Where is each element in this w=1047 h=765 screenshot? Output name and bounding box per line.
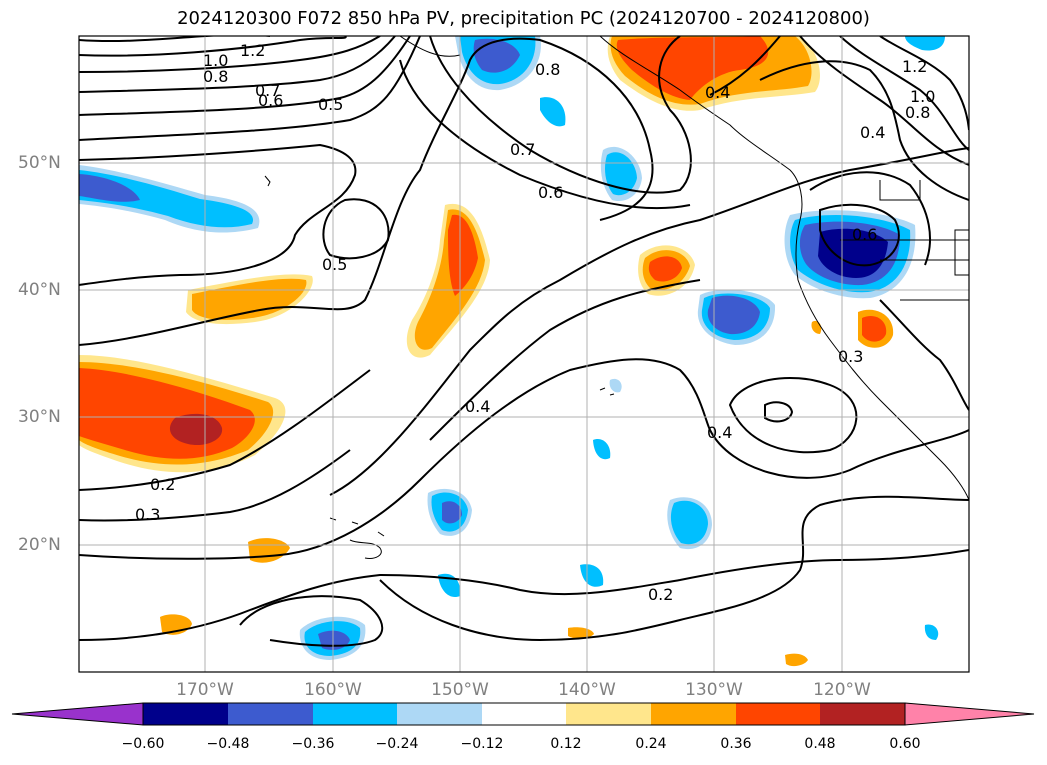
colorbar-tick-label: −0.48 (206, 736, 250, 752)
lon-label: 130°W (685, 680, 743, 700)
colorbar-extend-low (11, 702, 144, 726)
colorbar-tick-label: 0.60 (889, 736, 921, 752)
contour-label: 0.7 (255, 81, 280, 100)
colorbar-swatch (820, 703, 905, 725)
contour-label: 0.8 (203, 67, 228, 86)
contour-label: 0.3 (135, 505, 160, 524)
precip-negative-fills (79, 36, 945, 660)
coastlines (264, 36, 969, 559)
colorbar-tick-label: −0.24 (375, 736, 419, 752)
lon-label: 160°W (304, 680, 362, 700)
contour-label: 0.5 (322, 255, 347, 274)
contour-label: 1.2 (902, 57, 927, 76)
contour-label: 0.6 (258, 91, 283, 110)
contour-label-group: 1.2 1.0 0.8 0.7 0.6 0.5 0.8 0.7 0.6 0.5 … (135, 41, 935, 604)
lat-label: 30°N (18, 407, 61, 427)
lat-label: 50°N (18, 153, 61, 173)
lon-label: 120°W (813, 680, 871, 700)
colorbar-swatch (651, 703, 736, 725)
colorbar-swatch (313, 703, 397, 725)
colorbar-tick-label: 0.24 (635, 736, 667, 752)
precip-positive-fills (79, 36, 894, 667)
contour-label: 0.8 (535, 60, 560, 79)
contour-label: 0.4 (860, 123, 885, 142)
contour-label: 1.2 (240, 41, 265, 60)
map-frame (78, 35, 970, 673)
contour-label: 0.8 (905, 103, 930, 122)
colorbar-tick-label: 0.12 (550, 736, 582, 752)
colorbar-swatch (736, 703, 820, 725)
contour-label: 0.6 (538, 183, 563, 202)
colorbar-tick-label: 0.48 (804, 736, 836, 752)
colorbar-tick-label: −0.36 (291, 736, 335, 752)
colorbar-swatch (228, 703, 313, 725)
colorbar-swatch (566, 703, 651, 725)
lon-label: 150°W (431, 680, 489, 700)
pv-contours (79, 36, 969, 647)
lat-label: 20°N (18, 535, 61, 555)
colorbar-outline (142, 702, 906, 726)
colorbar (11, 702, 1035, 726)
colorbar-swatch (397, 703, 482, 725)
contour-label: 0.5 (318, 95, 343, 114)
contour-label: 0.2 (648, 585, 673, 604)
contour-label: 0.6 (852, 225, 877, 244)
contour-label: 0.4 (705, 83, 730, 102)
colorbar-tick-label: 0.36 (720, 736, 752, 752)
colorbar-tick-label: −0.60 (121, 736, 165, 752)
colorbar-extend-high (904, 702, 1035, 726)
contour-label: 0.2 (150, 475, 175, 494)
gridlines (79, 36, 969, 672)
contour-label: 0.4 (465, 397, 490, 416)
contour-label: 1.0 (910, 87, 935, 106)
lat-label: 40°N (18, 280, 61, 300)
map-title: 2024120300 F072 850 hPa PV, precipitatio… (177, 8, 870, 29)
contour-label: 0.3 (838, 347, 863, 366)
lon-label: 140°W (558, 680, 616, 700)
lon-label: 170°W (176, 680, 234, 700)
contour-label: 1.0 (203, 51, 228, 70)
colorbar-tick-label: −0.12 (460, 736, 504, 752)
contour-label: 0.4 (707, 423, 732, 442)
colorbar-swatch (143, 703, 228, 725)
colorbar-swatch (482, 703, 566, 725)
contour-label: 0.7 (510, 140, 535, 159)
